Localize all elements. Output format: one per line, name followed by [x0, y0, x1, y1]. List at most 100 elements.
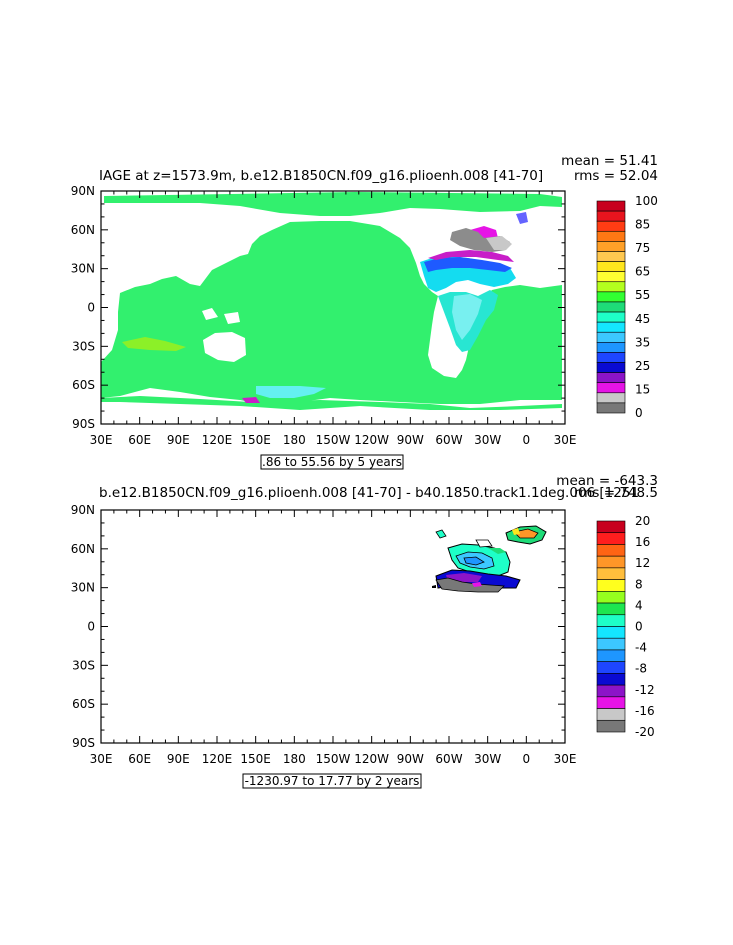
panel-2-colorbar: 20 16 12 8 4 0 -4 -8 -12 -16 -20: [596, 514, 655, 739]
x-tick-label: 90W: [397, 433, 424, 447]
colorbar-box: [596, 591, 626, 604]
colorbar-label: 25: [635, 359, 650, 373]
x-tick-label: 0: [523, 433, 531, 447]
panel-1-contour-info: .86 to 55.56 by 5 years: [262, 455, 402, 469]
colorbar-label: 45: [635, 312, 650, 326]
panel-1-map: [101, 191, 565, 424]
colorbar-label: 85: [635, 218, 650, 232]
colorbar-box: [596, 567, 626, 580]
colorbar-label: 8: [635, 577, 643, 591]
panel-2-axes: 30E 60E 90E 120E 150E 180 150W 120W 90W 60W 30W 0 30…: [71, 503, 577, 766]
colorbar-box: [596, 719, 626, 733]
x-tick-label: 0: [523, 752, 531, 766]
colorbar-box: [596, 382, 626, 394]
y-tick-label: 90N: [71, 503, 95, 517]
colorbar-label: 35: [635, 335, 650, 349]
y-tick-label: 60S: [72, 378, 95, 392]
colorbar-label: -8: [635, 662, 647, 676]
colorbar-box: [596, 661, 626, 674]
y-tick-label: 30S: [72, 339, 95, 353]
panel-1-pacific-indian-ocean: [101, 221, 562, 406]
colorbar-label: 15: [635, 382, 650, 396]
x-tick-label: 60W: [435, 433, 462, 447]
colorbar-label: 65: [635, 265, 650, 279]
panel-1-colorbar: 100 85 75 65 55 45 35 25 15 0: [596, 194, 658, 420]
x-tick-label: 30W: [474, 752, 501, 766]
panel-1-info-box: [260, 454, 404, 470]
colorbar-label: 100: [635, 194, 658, 208]
colorbar-box: [596, 602, 626, 616]
colorbar-label: 0: [635, 620, 643, 634]
colorbar-box: [596, 342, 626, 353]
colorbar-box: [596, 402, 626, 414]
colorbar-box: [596, 352, 626, 363]
colorbar-box: [596, 614, 626, 627]
colorbar-box: [596, 220, 626, 232]
x-tick-label: 120E: [202, 433, 233, 447]
y-tick-label: 0: [87, 620, 95, 634]
colorbar-label: 75: [635, 241, 650, 255]
x-tick-label: 60E: [128, 433, 151, 447]
colorbar-label: 4: [635, 598, 643, 612]
colorbar-box: [596, 281, 626, 293]
y-tick-label: 60S: [72, 697, 95, 711]
colorbar-box: [596, 241, 626, 252]
y-tick-label: 0: [87, 301, 95, 315]
x-tick-label: 30E: [90, 752, 113, 766]
colorbar-box: [596, 684, 626, 698]
x-tick-label: 150E: [240, 752, 271, 766]
x-tick-label: 120W: [354, 433, 389, 447]
colorbar-label: -4: [635, 641, 647, 655]
colorbar-box: [596, 271, 626, 283]
colorbar-label: -20: [635, 725, 655, 739]
colorbar-box: [596, 321, 626, 333]
x-tick-label: 30E: [554, 433, 577, 447]
colorbar-label: 20: [635, 514, 650, 528]
colorbar-box: [596, 331, 626, 343]
x-tick-label: 30W: [474, 433, 501, 447]
y-tick-label: 60N: [71, 542, 95, 556]
panel-2-rms: rms = 748.5: [574, 485, 658, 501]
x-tick-label: 180: [283, 433, 306, 447]
y-tick-label: 90S: [72, 417, 95, 431]
colorbar-box: [596, 579, 626, 592]
colorbar-box: [596, 626, 626, 639]
panel-1: IAGE at z=1573.9m, b.e12.B1850CN.f09_g16…: [71, 153, 658, 470]
colorbar-box: [596, 291, 626, 303]
panel-2-info-box: [242, 773, 422, 789]
colorbar-label: 12: [635, 556, 650, 570]
colorbar-box: [596, 696, 626, 709]
colorbar-box: [596, 673, 626, 686]
colorbar-box: [596, 372, 626, 384]
colorbar-label: 55: [635, 288, 650, 302]
colorbar-box: [596, 311, 626, 323]
colorbar-box: [596, 200, 626, 212]
y-tick-label: 30N: [71, 262, 95, 276]
panel-2-contour-info: -1230.97 to 17.77 by 2 years: [245, 774, 420, 788]
colorbar-box: [596, 362, 626, 373]
colorbar-box: [596, 230, 626, 242]
panel-2-mean: mean = -643.3: [556, 473, 658, 489]
x-tick-label: 120W: [354, 752, 389, 766]
x-tick-label: 90E: [167, 433, 190, 447]
panel-2-title: b.e12.B1850CN.f09_g16.plioenh.008 [41-70…: [99, 485, 639, 501]
colorbar-box: [596, 532, 626, 545]
colorbar-box: [596, 637, 626, 651]
colorbar-label: -16: [635, 704, 655, 718]
colorbar-box: [596, 392, 626, 404]
colorbar-box: [596, 708, 626, 721]
colorbar-box: [596, 520, 626, 534]
x-tick-label: 60E: [128, 752, 151, 766]
colorbar-box: [596, 261, 626, 272]
x-tick-label: 150W: [316, 433, 351, 447]
colorbar-box: [596, 544, 626, 557]
x-tick-label: 150E: [240, 433, 271, 447]
colorbar-box: [596, 251, 626, 262]
panel-1-mean: mean = 51.41: [561, 153, 658, 169]
y-tick-label: 90N: [71, 184, 95, 198]
colorbar-box: [596, 649, 626, 662]
y-tick-label: 30N: [71, 581, 95, 595]
x-tick-label: 90E: [167, 752, 190, 766]
x-tick-label: 90W: [397, 752, 424, 766]
